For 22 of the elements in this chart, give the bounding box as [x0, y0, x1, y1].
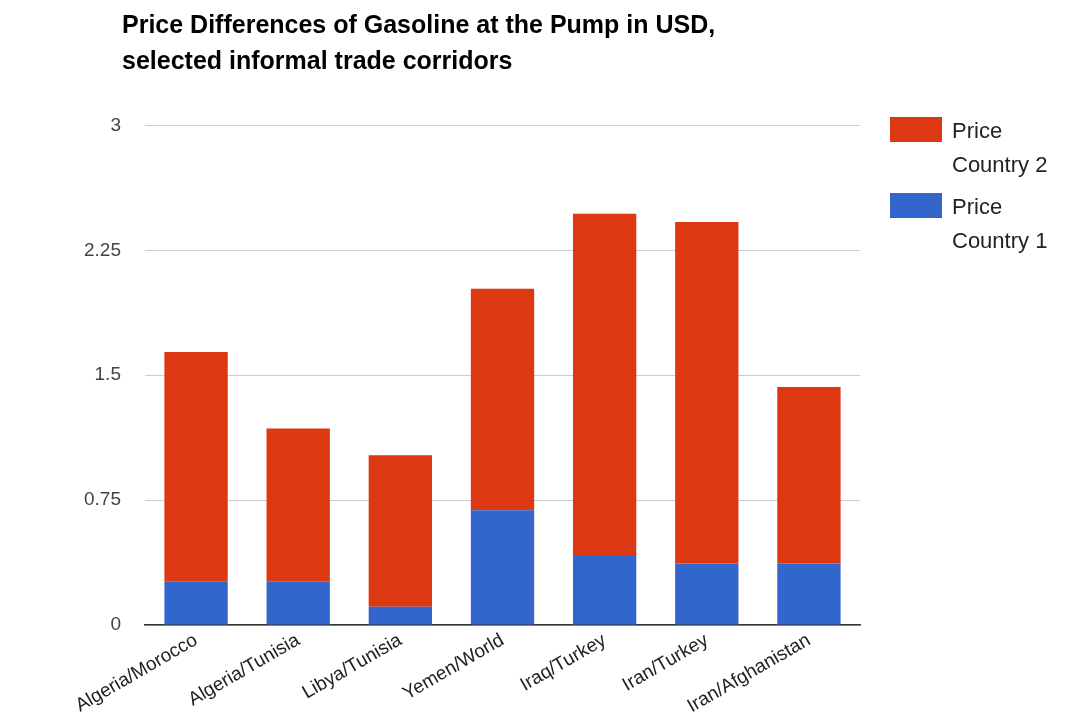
- bar: [266, 581, 330, 625]
- legend-label: Price Country 1: [952, 193, 1049, 255]
- bar: [777, 563, 841, 625]
- bar: [777, 386, 841, 564]
- y-tick-label: 0.75: [84, 488, 121, 510]
- bar: [572, 555, 637, 625]
- bar: [368, 455, 433, 607]
- y-tick-label: 2.25: [84, 238, 121, 260]
- y-tick-label: 0: [110, 613, 121, 635]
- legend-label: Price Country 2: [952, 117, 1049, 179]
- bar: [572, 213, 637, 556]
- y-tick-label: 1.5: [94, 363, 121, 385]
- chart-title: Price Differences of Gasoline at the Pump in USD, selected informal trade corridors: [122, 9, 717, 76]
- bar: [266, 428, 330, 582]
- bar: [164, 351, 228, 582]
- bar: [470, 288, 535, 511]
- y-tick-label: 3: [110, 113, 121, 135]
- bar: [675, 222, 739, 564]
- bar: [675, 563, 739, 625]
- bar: [164, 581, 228, 625]
- bar: [470, 510, 535, 625]
- bar: [368, 606, 433, 625]
